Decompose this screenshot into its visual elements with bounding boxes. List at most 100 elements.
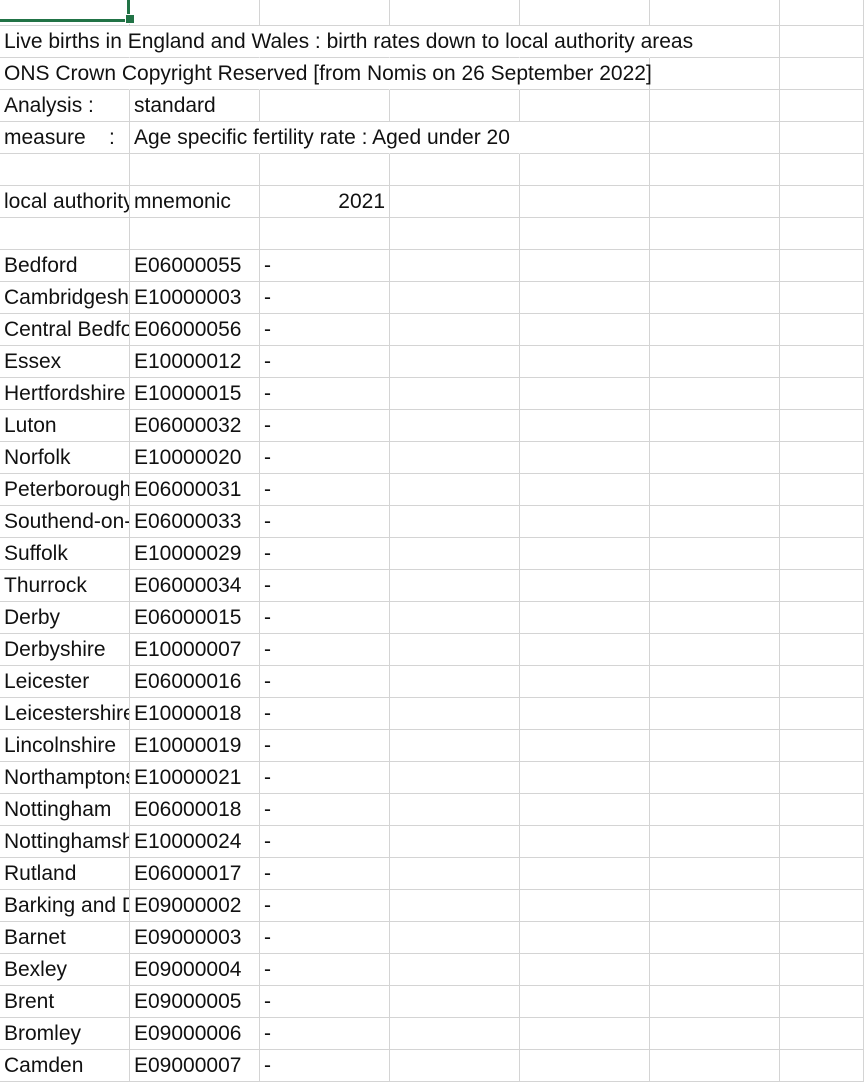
empty-cell[interactable] [390, 314, 520, 346]
mnemonic-cell[interactable]: E09000003 [130, 922, 260, 954]
copyright-cell[interactable]: ONS Crown Copyright Reserved [from Nomis… [0, 58, 652, 90]
empty-cell[interactable] [390, 570, 520, 602]
mnemonic-cell[interactable]: E06000033 [130, 506, 260, 538]
rate-cell[interactable]: - [260, 986, 390, 1018]
measure-label[interactable]: measure : [0, 122, 130, 154]
empty-cell[interactable] [520, 890, 650, 922]
empty-cell[interactable] [650, 954, 780, 986]
empty-cell[interactable] [520, 1018, 650, 1050]
rate-cell[interactable]: - [260, 762, 390, 794]
mnemonic-cell[interactable]: E10000024 [130, 826, 260, 858]
empty-cell[interactable] [520, 314, 650, 346]
empty-cell[interactable] [390, 666, 520, 698]
empty-cell[interactable] [650, 858, 780, 890]
empty-cell[interactable] [650, 602, 780, 634]
empty-cell[interactable] [780, 730, 864, 762]
local-authority-cell[interactable]: Nottinghamshire [0, 826, 130, 858]
empty-cell[interactable] [520, 538, 650, 570]
local-authority-cell[interactable]: Brent [0, 986, 130, 1018]
analysis-label[interactable]: Analysis : [0, 90, 130, 122]
empty-cell[interactable] [520, 442, 650, 474]
empty-cell[interactable] [650, 410, 780, 442]
empty-cell[interactable] [520, 570, 650, 602]
local-authority-cell[interactable]: Bedford [0, 250, 130, 282]
empty-cell[interactable] [650, 538, 780, 570]
rate-cell[interactable]: - [260, 378, 390, 410]
empty-cell[interactable] [650, 794, 780, 826]
empty-cell[interactable] [390, 0, 520, 26]
rate-cell[interactable]: - [260, 250, 390, 282]
local-authority-cell[interactable]: Bexley [0, 954, 130, 986]
empty-cell[interactable] [780, 506, 864, 538]
local-authority-cell[interactable]: Essex [0, 346, 130, 378]
local-authority-cell[interactable]: Cambridgeshire [0, 282, 130, 314]
mnemonic-cell[interactable]: E10000015 [130, 378, 260, 410]
empty-cell[interactable] [780, 0, 864, 26]
mnemonic-cell[interactable]: E10000018 [130, 698, 260, 730]
mnemonic-cell[interactable]: E10000007 [130, 634, 260, 666]
mnemonic-cell[interactable]: E09000006 [130, 1018, 260, 1050]
rate-cell[interactable]: - [260, 538, 390, 570]
empty-cell[interactable] [520, 922, 650, 954]
empty-cell[interactable] [520, 698, 650, 730]
empty-cell[interactable] [520, 250, 650, 282]
local-authority-cell[interactable]: Norfolk [0, 442, 130, 474]
empty-cell[interactable] [650, 442, 780, 474]
fill-handle[interactable] [125, 14, 135, 24]
local-authority-cell[interactable]: Camden [0, 1050, 130, 1082]
mnemonic-cell[interactable]: E09000005 [130, 986, 260, 1018]
rate-cell[interactable]: - [260, 858, 390, 890]
empty-cell[interactable] [390, 1018, 520, 1050]
local-authority-cell[interactable]: Leicester [0, 666, 130, 698]
rate-cell[interactable]: - [260, 698, 390, 730]
empty-cell[interactable] [520, 410, 650, 442]
rate-cell[interactable]: - [260, 794, 390, 826]
rate-cell[interactable]: - [260, 634, 390, 666]
rate-cell[interactable]: - [260, 954, 390, 986]
rate-cell[interactable]: - [260, 442, 390, 474]
local-authority-cell[interactable]: Thurrock [0, 570, 130, 602]
rate-cell[interactable]: - [260, 506, 390, 538]
measure-value[interactable]: Age specific fertility rate : Aged under… [130, 122, 510, 154]
empty-cell[interactable] [390, 730, 520, 762]
mnemonic-cell[interactable]: E10000012 [130, 346, 260, 378]
empty-cell[interactable] [650, 346, 780, 378]
rate-cell[interactable]: - [260, 570, 390, 602]
empty-cell[interactable] [780, 314, 864, 346]
empty-cell[interactable] [520, 506, 650, 538]
rate-cell[interactable]: - [260, 666, 390, 698]
empty-cell[interactable] [520, 954, 650, 986]
empty-cell[interactable] [650, 314, 780, 346]
empty-cell[interactable] [780, 954, 864, 986]
mnemonic-cell[interactable]: E09000007 [130, 1050, 260, 1082]
empty-cell[interactable] [390, 954, 520, 986]
mnemonic-cell[interactable]: E10000020 [130, 442, 260, 474]
mnemonic-cell[interactable]: E06000055 [130, 250, 260, 282]
empty-cell[interactable] [650, 986, 780, 1018]
local-authority-cell[interactable]: Derbyshire [0, 634, 130, 666]
local-authority-cell[interactable]: Leicestershire [0, 698, 130, 730]
empty-cell[interactable] [520, 986, 650, 1018]
empty-cell[interactable] [390, 922, 520, 954]
empty-cell[interactable] [780, 1018, 864, 1050]
header-local-authority[interactable]: local authority [0, 186, 130, 218]
empty-cell[interactable] [650, 826, 780, 858]
local-authority-cell[interactable]: Bromley [0, 1018, 130, 1050]
local-authority-cell[interactable]: Hertfordshire [0, 378, 130, 410]
rate-cell[interactable]: - [260, 890, 390, 922]
empty-cell[interactable] [520, 474, 650, 506]
local-authority-cell[interactable]: Barnet [0, 922, 130, 954]
rate-cell[interactable]: - [260, 314, 390, 346]
empty-cell[interactable] [520, 666, 650, 698]
local-authority-cell[interactable]: Peterborough [0, 474, 130, 506]
local-authority-cell[interactable]: Rutland [0, 858, 130, 890]
empty-cell[interactable] [390, 410, 520, 442]
empty-cell[interactable] [390, 506, 520, 538]
header-year[interactable]: 2021 [260, 186, 390, 218]
empty-cell[interactable] [520, 762, 650, 794]
empty-cell[interactable] [650, 890, 780, 922]
empty-cell[interactable] [520, 282, 650, 314]
empty-cell[interactable] [780, 346, 864, 378]
empty-cell[interactable] [780, 602, 864, 634]
empty-cell[interactable] [390, 474, 520, 506]
